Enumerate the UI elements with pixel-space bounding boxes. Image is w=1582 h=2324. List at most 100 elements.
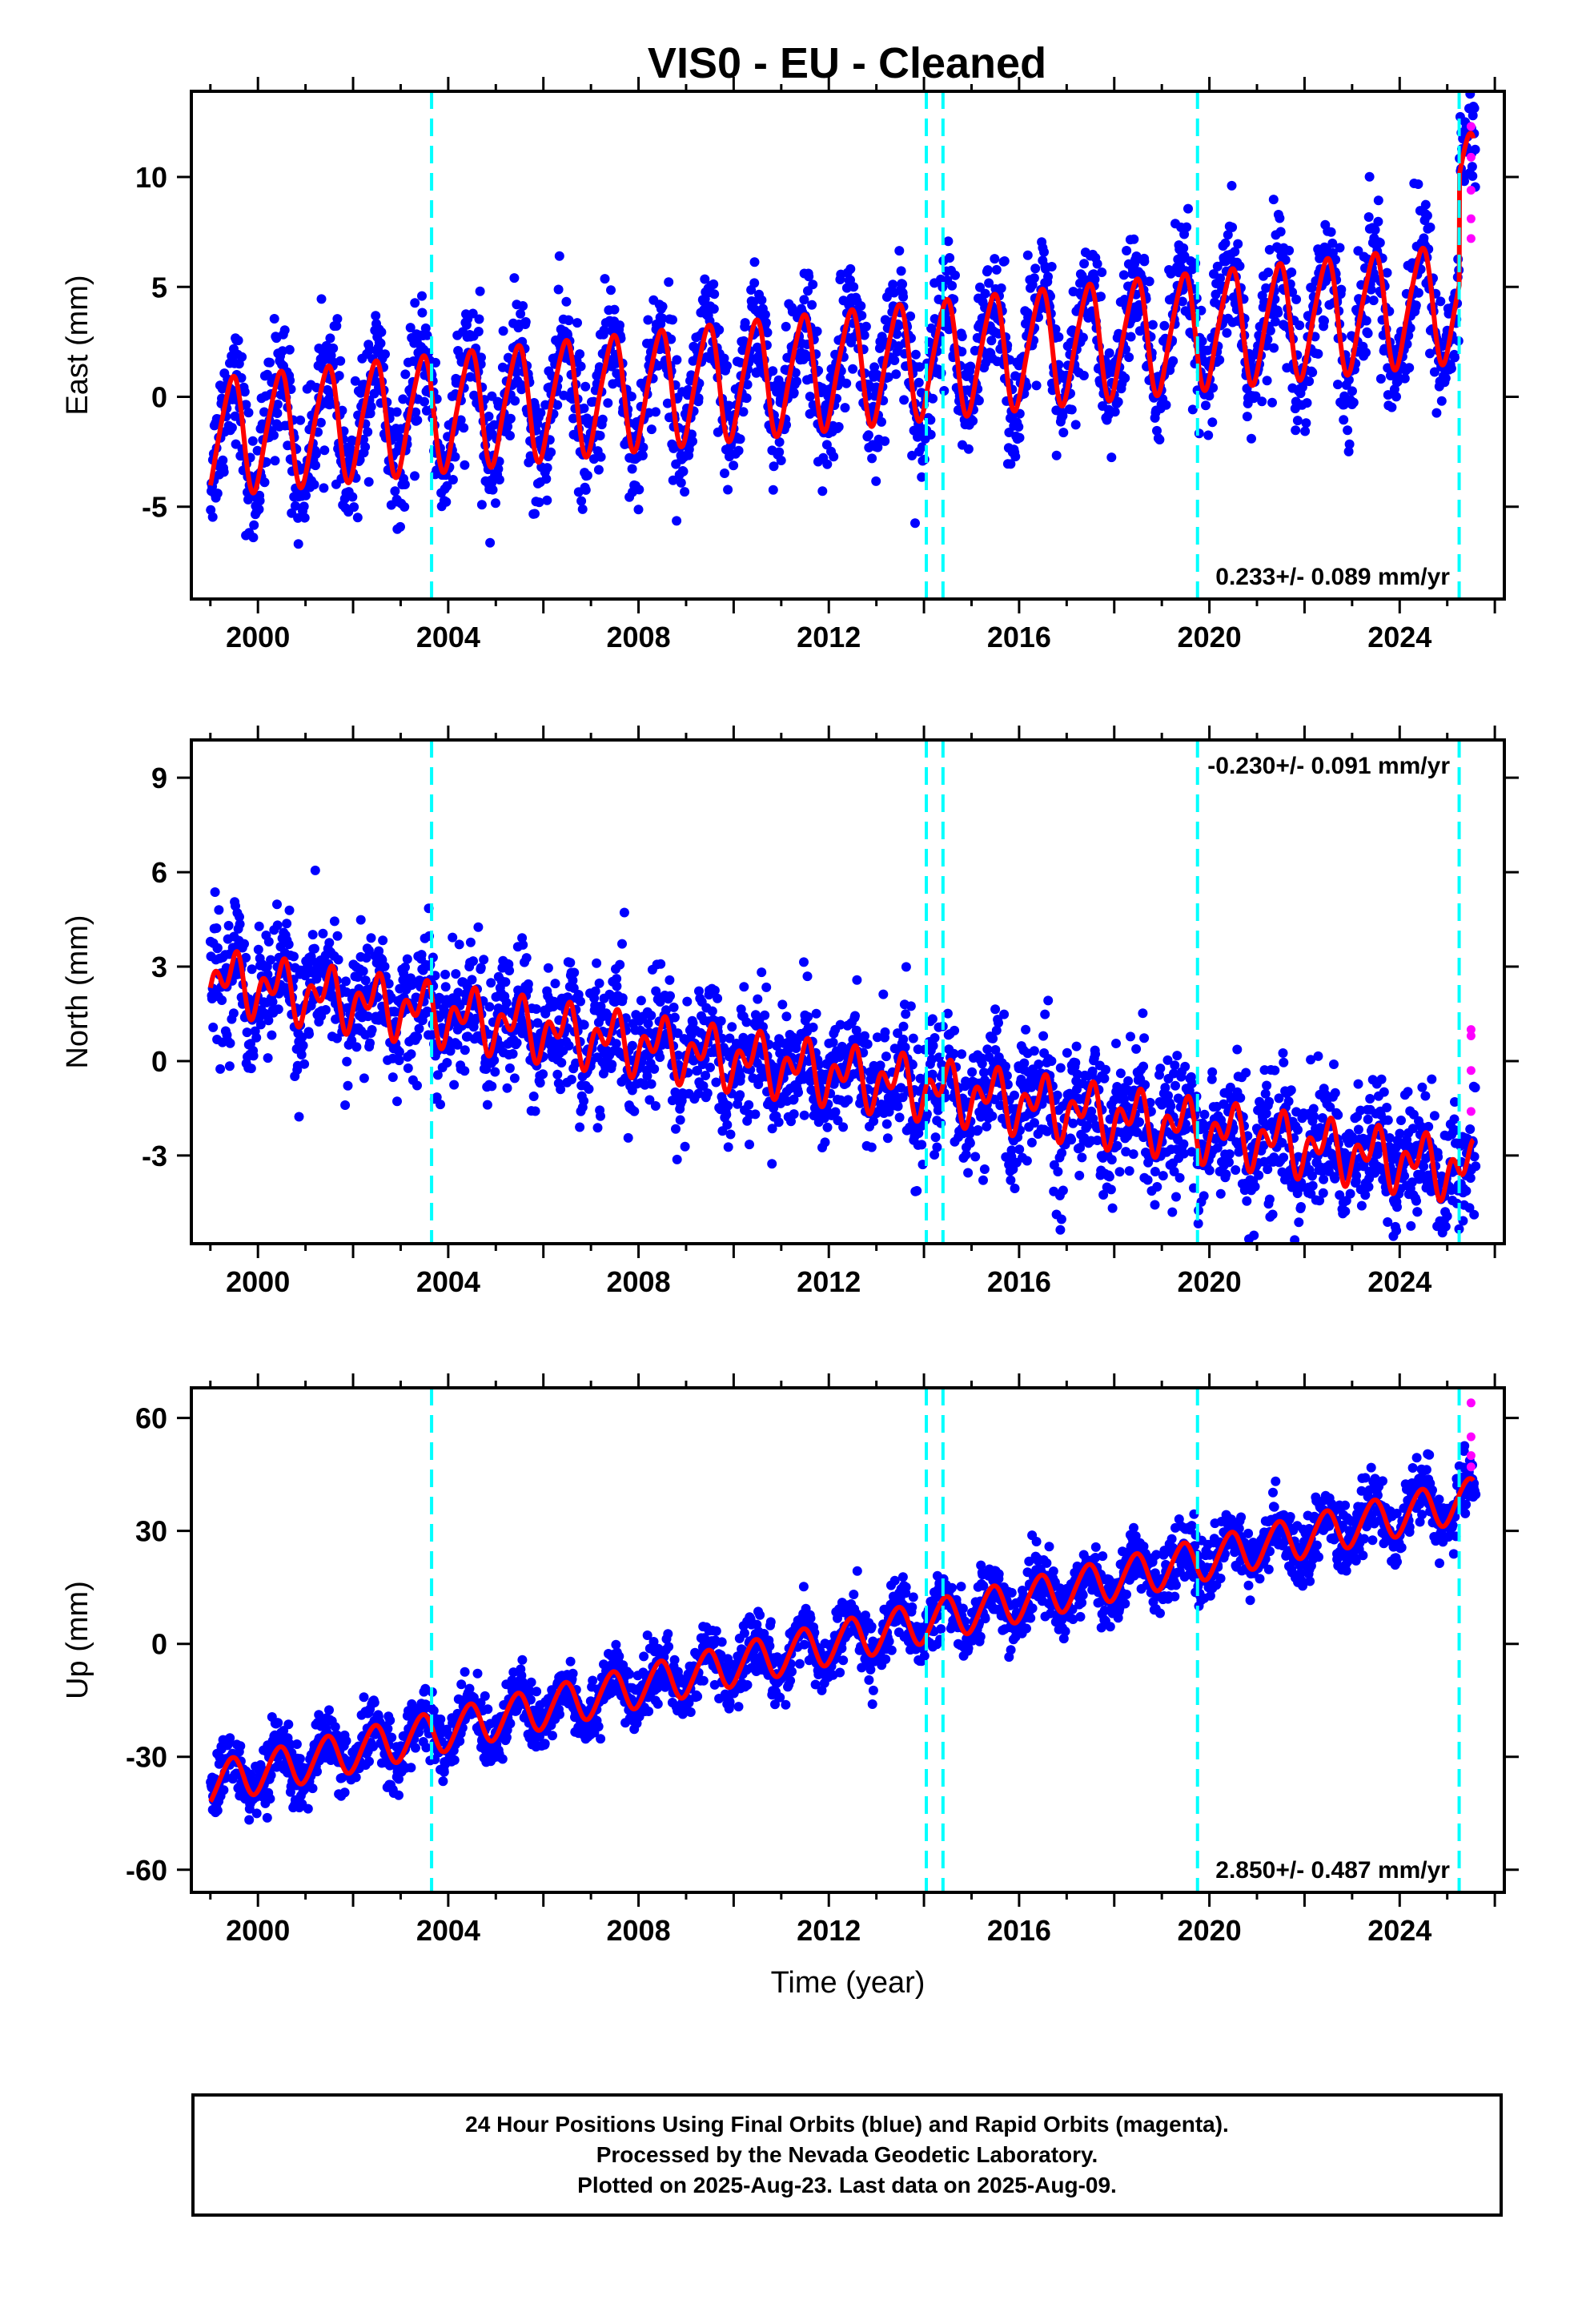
- final-orbit-point: [1019, 1058, 1030, 1068]
- final-orbit-point: [1291, 425, 1301, 436]
- final-orbit-point: [838, 1122, 849, 1132]
- final-orbit-point: [1072, 1084, 1082, 1095]
- final-orbit-point: [1124, 352, 1134, 363]
- final-orbit-point: [242, 1027, 252, 1038]
- y-axis-title: East (mm): [61, 275, 94, 415]
- final-orbit-point: [930, 1033, 940, 1043]
- final-orbit-point: [751, 367, 761, 377]
- final-orbit-point: [881, 1119, 892, 1129]
- final-orbit-point: [1026, 1137, 1037, 1148]
- final-orbit-point: [224, 1061, 235, 1072]
- final-orbit-point: [646, 1079, 656, 1089]
- final-orbit-point: [701, 1071, 711, 1080]
- final-orbit-point: [1261, 1108, 1271, 1119]
- final-orbit-point: [1170, 1060, 1180, 1071]
- final-orbit-point: [1178, 243, 1189, 253]
- final-orbit-point: [900, 1042, 910, 1052]
- final-orbit-point: [1106, 1184, 1116, 1195]
- final-orbit-point: [263, 1053, 273, 1063]
- final-orbit-point: [606, 285, 616, 296]
- final-orbit-point: [360, 975, 371, 986]
- final-orbit-point: [774, 437, 785, 447]
- final-orbit-point: [970, 1152, 981, 1162]
- final-orbit-point: [1287, 287, 1298, 297]
- final-orbit-point: [1436, 396, 1447, 406]
- final-orbit-point: [453, 987, 464, 998]
- final-orbit-point: [590, 986, 600, 996]
- final-orbit-point: [1096, 292, 1106, 302]
- final-orbit-point: [1468, 111, 1478, 121]
- final-orbit-point: [1002, 1071, 1012, 1081]
- final-orbit-point: [1277, 1167, 1287, 1177]
- final-orbit-point: [913, 377, 924, 388]
- final-orbit-point: [926, 429, 936, 440]
- final-orbit-point: [1336, 284, 1347, 295]
- final-orbit-point: [848, 364, 858, 374]
- final-orbit-point: [575, 349, 585, 360]
- final-orbit-point: [761, 318, 771, 328]
- final-orbit-point: [982, 1044, 993, 1055]
- final-orbit-point: [405, 323, 416, 333]
- final-orbit-point: [1344, 439, 1355, 449]
- final-orbit-point: [917, 1140, 927, 1150]
- final-orbit-point: [1233, 239, 1243, 249]
- final-orbit-point: [1022, 250, 1033, 260]
- final-orbit-point: [532, 1018, 543, 1028]
- final-orbit-point: [729, 460, 739, 471]
- final-orbit-point: [1066, 1135, 1077, 1145]
- final-orbit-point: [1110, 407, 1120, 417]
- final-orbit-point: [999, 256, 1010, 266]
- final-orbit-point: [675, 1115, 685, 1125]
- final-orbit-point: [451, 969, 461, 979]
- final-orbit-point: [1066, 404, 1077, 415]
- final-orbit-point: [1422, 211, 1432, 221]
- final-orbit-point: [473, 327, 484, 336]
- final-orbit-point: [1055, 1063, 1066, 1073]
- final-orbit-point: [509, 1073, 520, 1084]
- final-orbit-point: [1382, 267, 1392, 278]
- final-orbit-point: [1283, 1096, 1294, 1107]
- final-orbit-point: [723, 1100, 733, 1111]
- final-orbit-point: [1040, 1009, 1050, 1019]
- final-orbit-point: [1169, 1068, 1178, 1079]
- final-orbit-point: [1056, 1214, 1066, 1224]
- final-orbit-point: [709, 304, 719, 314]
- final-orbit-point: [793, 1088, 803, 1098]
- final-orbit-point: [723, 1142, 733, 1152]
- final-orbit-point: [1293, 1124, 1303, 1135]
- final-orbit-point: [442, 1058, 452, 1068]
- final-orbit-point: [531, 1004, 541, 1014]
- final-orbit-point: [518, 939, 528, 950]
- final-orbit-point: [1333, 380, 1343, 390]
- final-orbit-point: [1404, 363, 1415, 373]
- final-orbit-point: [1368, 296, 1379, 306]
- final-orbit-point: [833, 422, 844, 432]
- final-orbit-point: [1022, 381, 1032, 392]
- final-orbit-point: [359, 1073, 369, 1084]
- final-orbit-point: [279, 325, 290, 336]
- final-orbit-point: [504, 966, 515, 975]
- final-orbit-point: [700, 274, 710, 284]
- final-orbit-point: [768, 485, 778, 495]
- final-orbit-point: [897, 1092, 908, 1103]
- final-orbit-point: [789, 1109, 799, 1120]
- final-orbit-point: [299, 501, 309, 512]
- final-orbit-point: [950, 270, 960, 280]
- final-orbit-point: [391, 407, 402, 417]
- final-orbit-point: [228, 1008, 239, 1019]
- final-orbit-point: [293, 513, 303, 523]
- final-orbit-point: [862, 1039, 873, 1049]
- final-orbit-point: [680, 487, 690, 497]
- final-orbit-point: [1132, 1127, 1142, 1137]
- final-orbit-point: [688, 436, 697, 447]
- final-orbit-point: [597, 414, 608, 424]
- final-orbit-point: [530, 509, 540, 519]
- final-orbit-point: [1144, 276, 1154, 287]
- final-orbit-point: [1159, 320, 1170, 331]
- final-orbit-point: [739, 336, 749, 346]
- final-orbit-point: [1001, 1061, 1010, 1072]
- final-orbit-point: [1267, 397, 1277, 408]
- final-orbit-point: [1224, 1157, 1234, 1168]
- final-orbit-point: [644, 1095, 655, 1105]
- final-orbit-point: [1279, 1152, 1289, 1163]
